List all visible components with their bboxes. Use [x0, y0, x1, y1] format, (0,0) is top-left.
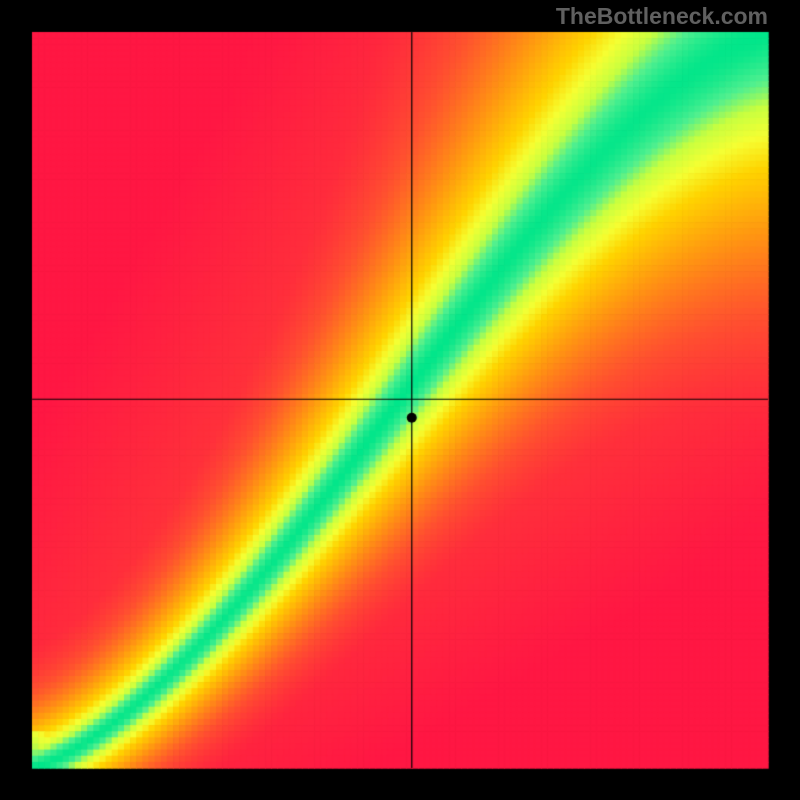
chart-container: { "watermark": { "text": "TheBottleneck.…: [0, 0, 800, 800]
crosshair-overlay: [0, 0, 800, 800]
watermark-text: TheBottleneck.com: [556, 3, 768, 30]
